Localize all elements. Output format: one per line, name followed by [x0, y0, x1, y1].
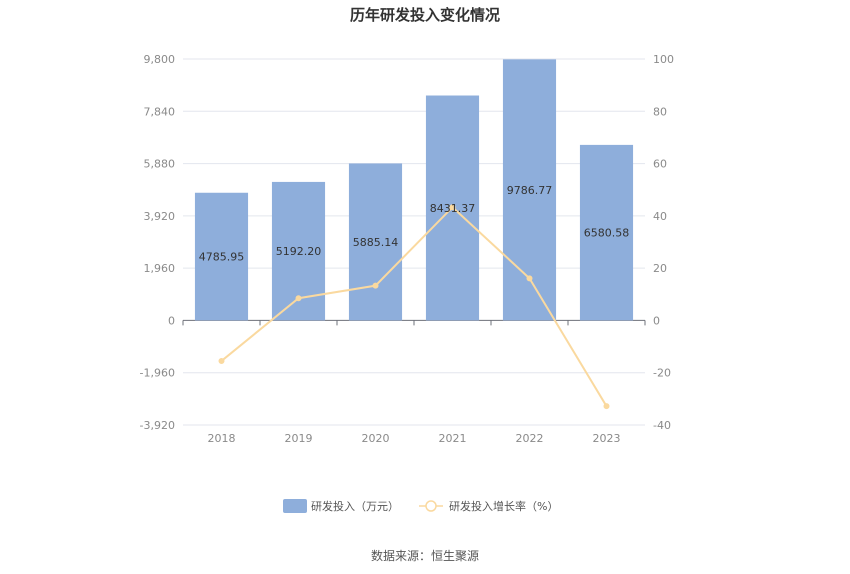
- bar[interactable]: [579, 144, 634, 321]
- right-y-tick-label: 20: [653, 262, 667, 275]
- legend-bar-label[interactable]: 研发投入（万元）: [311, 499, 399, 513]
- legend-line-label[interactable]: 研发投入增长率（%）: [449, 499, 558, 513]
- chart-title: 历年研发投入变化情况: [350, 6, 500, 24]
- source-text: 数据来源：恒生聚源: [371, 548, 479, 563]
- legend-line-marker: [425, 500, 437, 512]
- left-y-axis: 9,800 7,840 5,880 3,920 1,960 0 -1,960 -3,920: [140, 53, 175, 432]
- right-y-tick-label: 80: [653, 105, 667, 118]
- left-y-tick-label: 1,960: [144, 262, 176, 275]
- right-y-tick-label: 60: [653, 158, 667, 171]
- right-y-axis: 100 80 60 40 20 0 -20 -40: [653, 53, 674, 432]
- growth-rate-line: [220, 205, 608, 407]
- left-y-tick-label: 9,800: [144, 53, 176, 66]
- growth-rate-point[interactable]: [295, 295, 302, 302]
- left-y-tick-label: -3,920: [140, 419, 175, 432]
- left-y-tick-label: 3,920: [144, 210, 176, 223]
- legend-bar-swatch: [283, 499, 307, 513]
- x-tick-label: 2018: [208, 432, 236, 445]
- bar-data-labels: 4785.95 5192.20 5885.14 8431.37 9786.77 6580.…: [199, 184, 630, 264]
- x-tick-label: 2023: [593, 432, 621, 445]
- growth-rate-point[interactable]: [526, 275, 533, 282]
- bar-value-label: 4785.95: [199, 251, 245, 264]
- bar-value-label: 9786.77: [507, 184, 553, 197]
- x-tick-label: 2022: [516, 432, 544, 445]
- right-y-tick-label: 40: [653, 210, 667, 223]
- bar[interactable]: [348, 163, 403, 321]
- right-y-tick-label: 100: [653, 53, 674, 66]
- left-y-tick-label: 5,880: [144, 158, 176, 171]
- x-tick-label: 2019: [285, 432, 313, 445]
- left-y-tick-label: -1,960: [140, 367, 175, 380]
- x-axis: 2018 2019 2020 2021 2022 2023: [182, 319, 646, 445]
- grid-lines: [183, 58, 645, 426]
- bar-series: [194, 59, 634, 321]
- right-y-tick-label: -20: [653, 367, 671, 380]
- left-y-tick-label: 7,840: [144, 105, 176, 118]
- x-tick-label: 2020: [362, 432, 390, 445]
- growth-rate-point[interactable]: [603, 403, 610, 410]
- growth-rate-point[interactable]: [372, 282, 379, 289]
- right-y-tick-label: -40: [653, 419, 671, 432]
- right-y-tick-label: 0: [653, 314, 660, 327]
- bar-value-label: 6580.58: [584, 227, 630, 240]
- growth-rate-point[interactable]: [449, 204, 456, 211]
- growth-rate-point[interactable]: [218, 357, 225, 364]
- x-tick-label: 2021: [439, 432, 467, 445]
- bar-value-label: 8431.37: [430, 202, 476, 215]
- legend: 研发投入（万元） 研发投入增长率（%）: [283, 499, 558, 513]
- left-y-tick-label: 0: [168, 314, 175, 327]
- line-series: [218, 204, 610, 410]
- bar-value-label: 5885.14: [353, 236, 399, 249]
- bar-value-label: 5192.20: [276, 245, 322, 258]
- bar[interactable]: [194, 192, 249, 321]
